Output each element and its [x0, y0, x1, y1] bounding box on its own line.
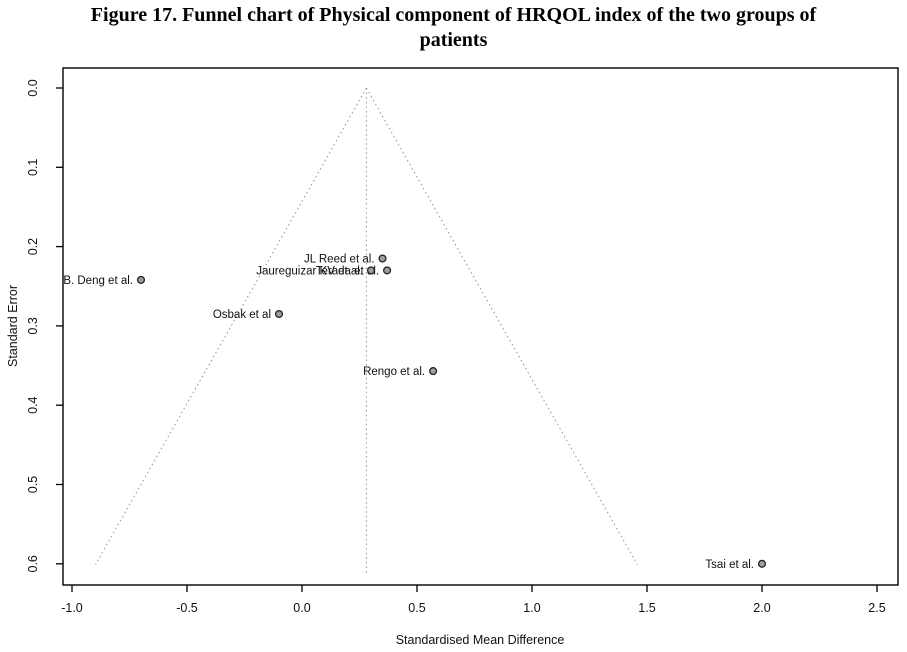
study-label: Tsai et al.: [705, 559, 754, 571]
study-point: [274, 309, 284, 319]
x-tick-label: 1.0: [523, 601, 540, 615]
x-tick-label: 1.5: [638, 601, 655, 615]
y-tick-label: 0.0: [26, 79, 40, 96]
y-tick-label: 0.2: [26, 238, 40, 255]
study-point: [383, 266, 392, 275]
figure-title: Figure 17. Funnel chart of Physical comp…: [0, 3, 907, 53]
y-tick-label: 0.5: [26, 476, 40, 493]
plot-area: [62, 67, 899, 586]
figure-title-line2: patients: [419, 29, 488, 51]
x-tick-label: 0.0: [293, 601, 310, 615]
x-axis-title: Standardised Mean Difference: [396, 633, 565, 647]
study-label: B. Deng et al.: [63, 275, 133, 287]
study-point: [429, 367, 438, 376]
point-labels: B. Deng et al. Osbak et al JL Reed et al.J…: [63, 253, 754, 570]
study-label: Rengo et al.: [363, 366, 425, 378]
study-label: Jaureguizar KV et al.: [256, 265, 363, 277]
study-label: Terada et al.: [316, 265, 379, 277]
x-tick-label: -1.0: [61, 601, 83, 615]
y-tick-label: 0.3: [26, 317, 40, 334]
y-tick-label: 0.6: [26, 555, 40, 572]
x-tick-label: 2.5: [868, 601, 885, 615]
y-axis-title: Standard Error: [6, 285, 20, 367]
figure-title-line1: Figure 17. Funnel chart of Physical comp…: [90, 4, 817, 26]
funnel-lines: [95, 87, 638, 574]
x-axis: -1.0 -0.5 0.0 0.5 1.0 1.5 2.0 2.5: [61, 585, 886, 615]
y-tick-label: 0.4: [26, 396, 40, 413]
study-label: JL Reed et al.: [304, 253, 375, 265]
funnel-left-line: [95, 87, 367, 565]
x-tick-label: 0.5: [408, 601, 425, 615]
y-tick-label: 0.1: [26, 159, 40, 176]
x-tick-label: -0.5: [176, 601, 198, 615]
funnel-right-line: [365, 87, 638, 565]
study-point: [366, 266, 376, 275]
y-axis: 0.0 0.1 0.2 0.3 0.4 0.5 0.6: [26, 79, 63, 572]
data-points: [136, 254, 767, 568]
study-point: [136, 275, 146, 284]
x-tick-label: 2.0: [753, 601, 770, 615]
study-label: Osbak et al: [213, 309, 271, 321]
study-point: [378, 254, 387, 263]
study-point: [757, 559, 767, 568]
